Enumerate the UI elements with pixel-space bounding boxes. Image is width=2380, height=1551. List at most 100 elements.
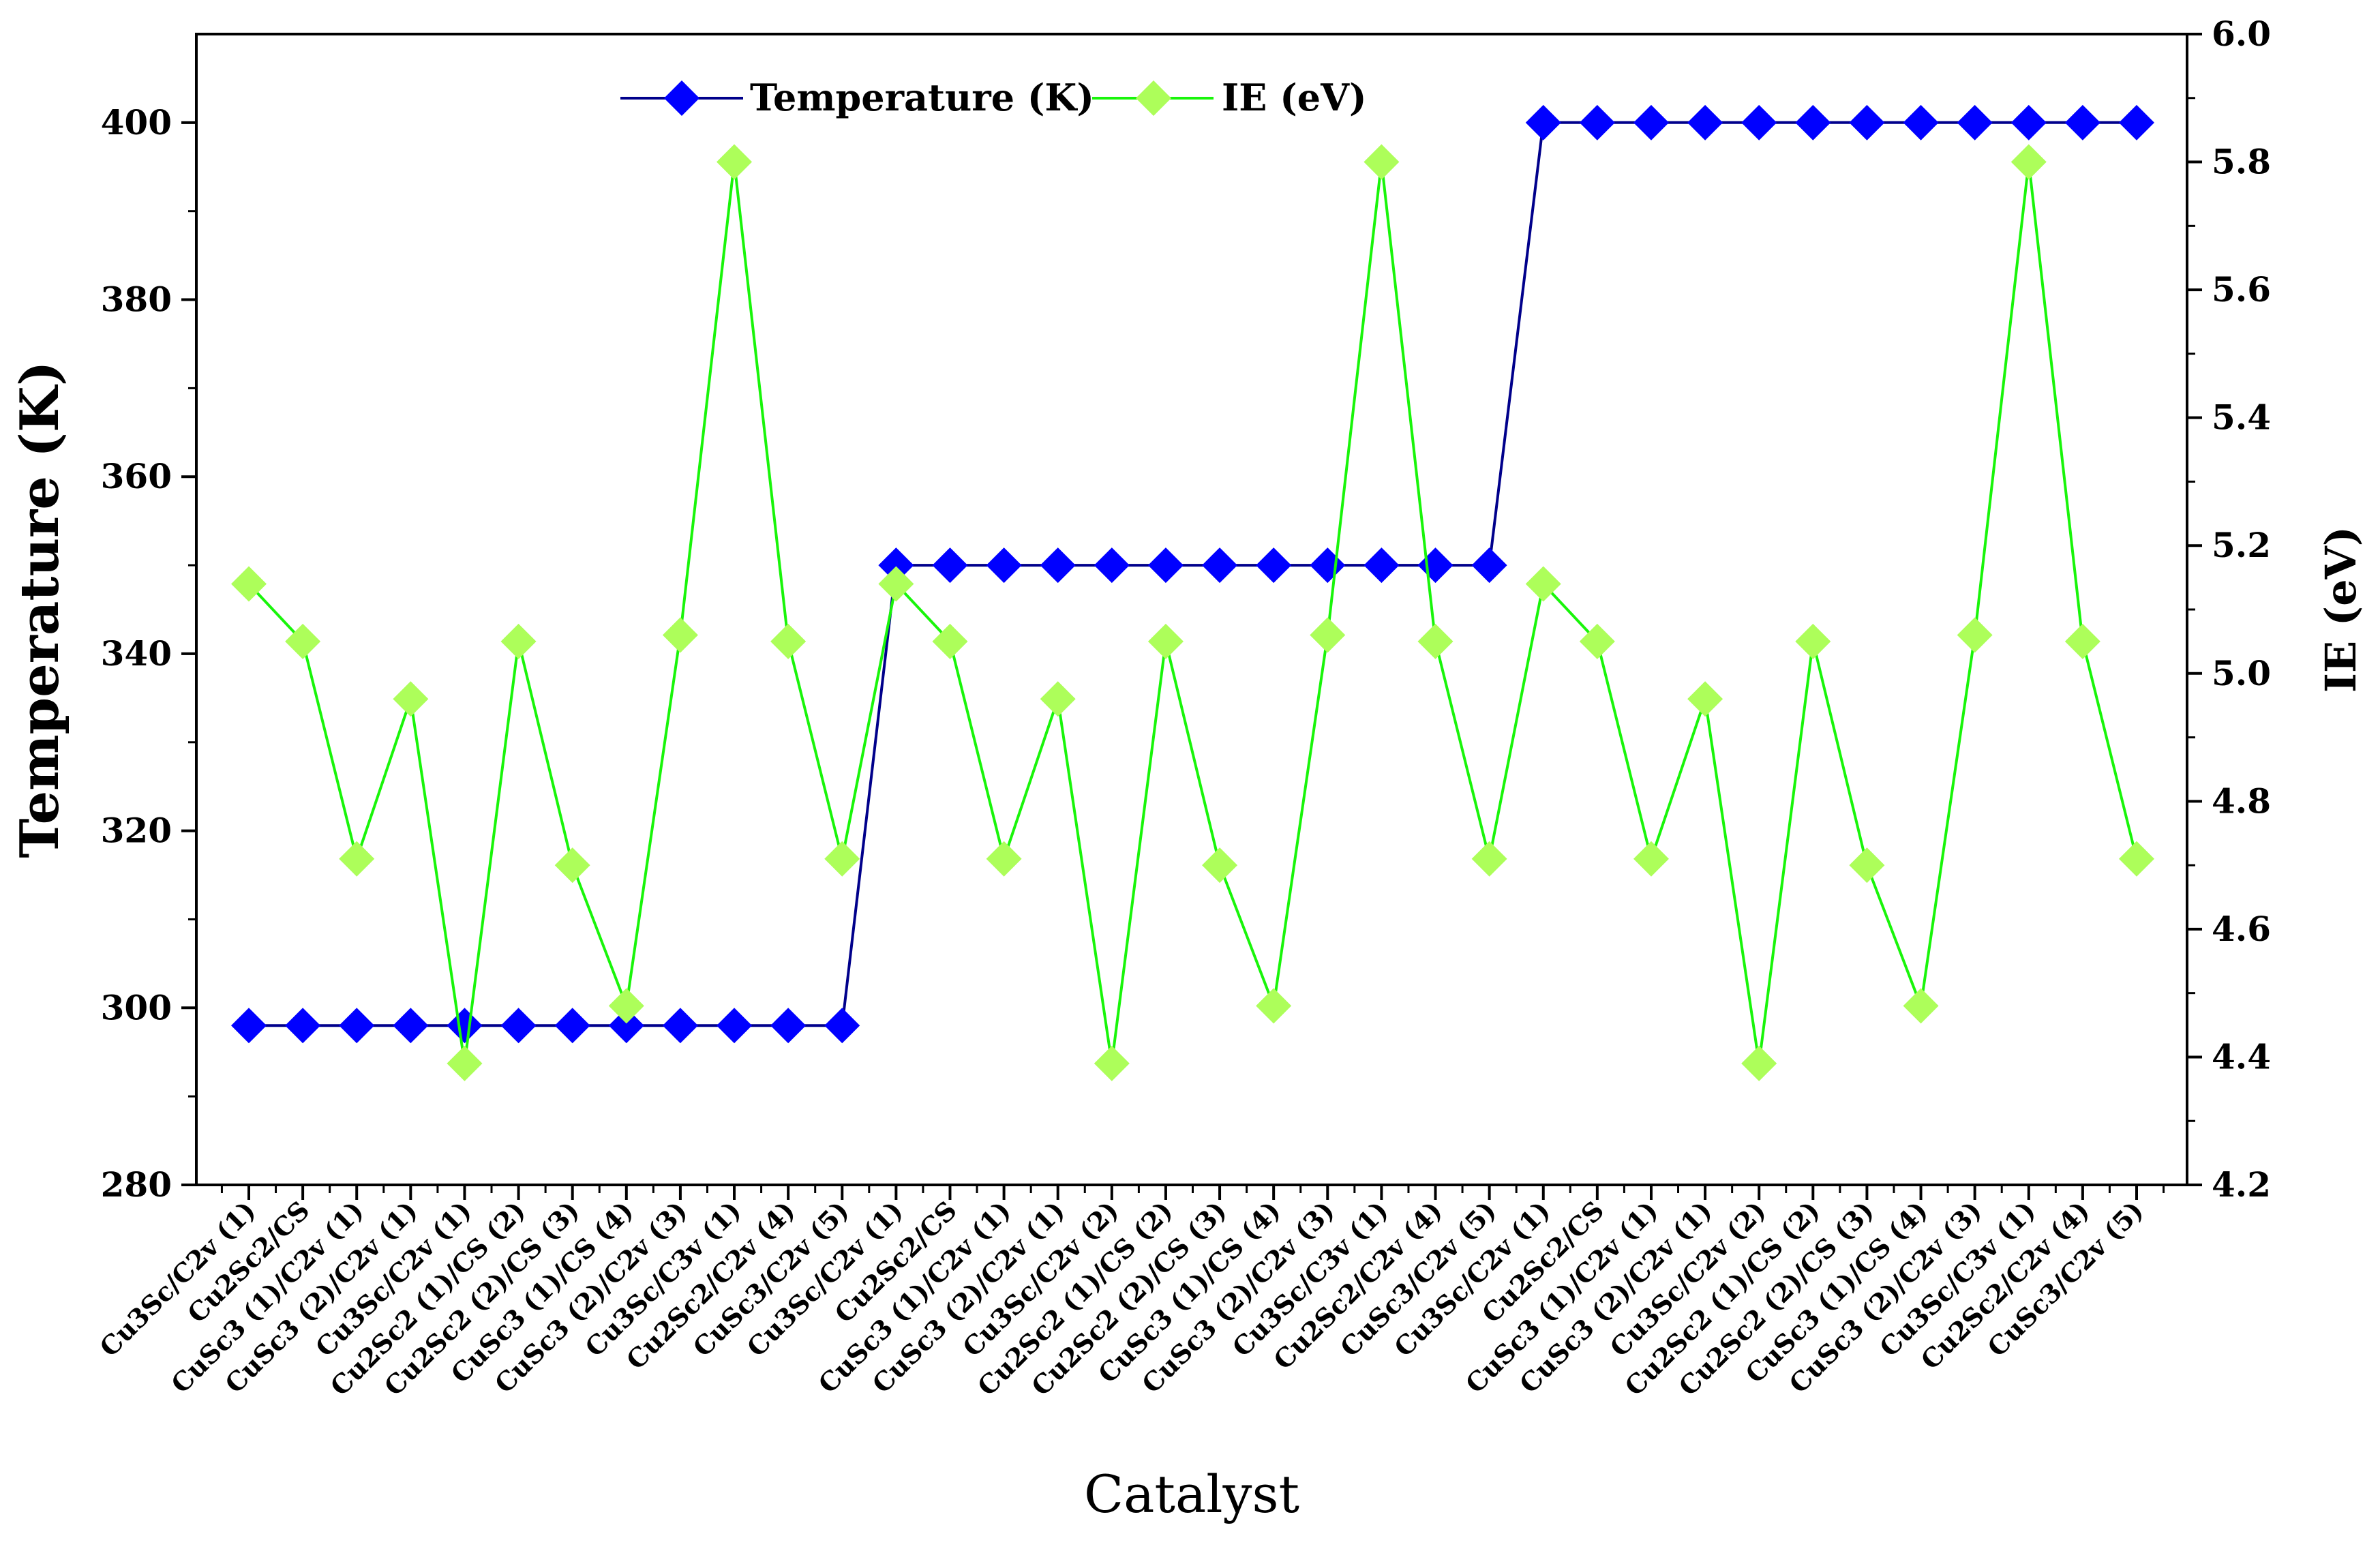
temperature-point	[986, 547, 1022, 584]
legend-ie-label: IE (eV)	[1222, 76, 1367, 119]
temperature-point	[500, 1008, 537, 1044]
ie-point	[500, 623, 537, 659]
y2-tick-label: 4.8	[2212, 781, 2271, 821]
ie-point	[1633, 841, 1669, 877]
ie-point	[1903, 988, 1939, 1024]
ie-point	[1687, 681, 1723, 717]
temperature-point	[1417, 547, 1453, 584]
y2-tick-label: 4.6	[2212, 909, 2271, 949]
temperature-point	[878, 547, 914, 584]
temperature-point	[2064, 104, 2100, 140]
y2-tick-label: 5.2	[2212, 525, 2271, 565]
temperature-point	[1579, 104, 1615, 140]
temperature-point	[1957, 104, 1993, 140]
ie-point	[717, 144, 753, 180]
temperature-point	[447, 1008, 483, 1044]
plot-frame	[195, 33, 2188, 1186]
temperature-point	[824, 1008, 860, 1044]
y-axis-title: Temperature (K)	[9, 361, 71, 858]
temperature-point	[1795, 104, 1831, 140]
y2-tick-label: 5.8	[2212, 142, 2271, 182]
temperature-point	[662, 1008, 698, 1044]
legend-temperature-marker	[664, 80, 699, 116]
ie-point	[986, 841, 1022, 877]
ie-point	[1417, 623, 1453, 659]
y2-tick-label: 5.6	[2212, 269, 2271, 310]
y2-axis-title: IE (eV)	[2316, 526, 2366, 693]
temperature-point	[231, 1008, 267, 1044]
ie-series-line	[247, 162, 2138, 1064]
ie-point	[2119, 841, 2154, 877]
temperature-point	[1849, 104, 1885, 140]
temperature-point	[1310, 547, 1346, 584]
temperature-point	[1903, 104, 1939, 140]
y2-tick-label: 5.4	[2212, 397, 2271, 438]
ie-point	[1741, 1045, 1777, 1081]
ie-point	[2064, 623, 2100, 659]
temperature-point	[2119, 104, 2154, 140]
temperature-point	[1364, 547, 1400, 584]
temperature-point	[1040, 547, 1076, 584]
ie-point	[554, 847, 590, 884]
ie-point	[1202, 847, 1238, 884]
temperature-point	[1525, 104, 1561, 140]
ie-point	[285, 623, 321, 659]
ie-point	[447, 1045, 483, 1081]
y-tick-label: 400	[101, 102, 172, 142]
ie-point	[878, 566, 914, 602]
temperature-point	[770, 1008, 807, 1044]
temperature-point	[1741, 104, 1777, 140]
ie-point	[662, 617, 698, 653]
y2-tick-label: 5.0	[2212, 653, 2271, 693]
temperature-point	[393, 1008, 429, 1044]
temperature-point	[1147, 547, 1184, 584]
y-tick-label: 380	[101, 280, 172, 320]
legend-temperature-label: Temperature (K)	[750, 76, 1094, 119]
y-tick-label: 300	[101, 987, 172, 1027]
y-tick-label: 360	[101, 456, 172, 496]
ie-point	[608, 988, 644, 1024]
temperature-point	[285, 1008, 321, 1044]
ie-point	[1525, 566, 1561, 602]
temperature-point	[717, 1008, 753, 1044]
ie-point	[1040, 681, 1076, 717]
ie-point	[1579, 623, 1615, 659]
y2-tick-label: 6.0	[2212, 14, 2271, 54]
ie-point	[1471, 841, 1507, 877]
temperature-point	[608, 1008, 644, 1044]
legend: Temperature (K) IE (eV)	[620, 76, 1367, 119]
y-tick-label: 320	[101, 811, 172, 851]
ie-point	[1364, 144, 1400, 180]
temperature-series-line	[249, 121, 2137, 1027]
temperature-point	[554, 1008, 590, 1044]
series-layer	[231, 104, 2154, 1081]
ie-point	[1310, 617, 1346, 653]
ie-point	[393, 681, 429, 717]
temperature-point	[1471, 547, 1507, 584]
y-tick-label: 340	[101, 633, 172, 674]
temperature-point	[1094, 547, 1130, 584]
temperature-point	[1202, 547, 1238, 584]
ie-point	[1094, 1045, 1130, 1081]
temperature-point	[932, 547, 968, 584]
y2-tick-label: 4.4	[2212, 1036, 2271, 1076]
ie-point	[231, 566, 267, 602]
x-axis-title: Catalyst	[1084, 1464, 1299, 1524]
temperature-point	[2010, 104, 2047, 140]
ie-point	[1957, 617, 1993, 653]
ie-point	[1147, 623, 1184, 659]
temperature-point	[1633, 104, 1669, 140]
ie-point	[1256, 988, 1292, 1024]
ie-point	[1795, 623, 1831, 659]
ie-point	[824, 841, 860, 877]
y-tick-label: 280	[101, 1164, 172, 1205]
temperature-point	[339, 1008, 375, 1044]
temperature-point	[1256, 547, 1292, 584]
legend-ie-marker	[1136, 80, 1171, 116]
y2-tick-label: 4.2	[2212, 1164, 2271, 1205]
ie-point	[2010, 144, 2047, 180]
ie-point	[932, 623, 968, 659]
ie-point	[770, 623, 807, 659]
